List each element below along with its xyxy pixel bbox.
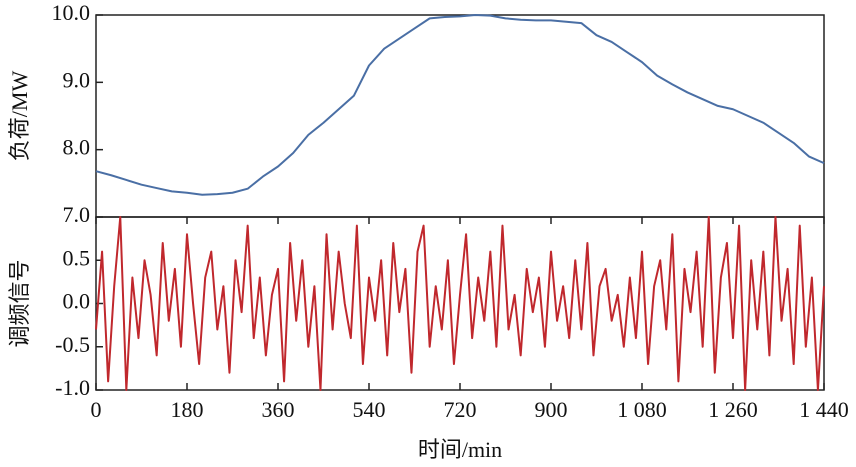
- y-axis-label: 负荷/MW: [7, 71, 32, 162]
- data-line: [95, 14, 825, 196]
- y-axis-label: 调频信号: [7, 259, 32, 347]
- data-line: [95, 216, 825, 391]
- y-tick-label: 0.0: [63, 289, 91, 314]
- x-tick-label: 1 080: [617, 397, 667, 422]
- x-tick-label: 1 440: [799, 397, 849, 422]
- y-tick-label: -0.5: [55, 332, 90, 357]
- plot-frame: [95, 14, 825, 218]
- x-tick-label: 360: [262, 397, 295, 422]
- y-tick-label: 8.0: [63, 135, 91, 160]
- x-tick-label: 180: [171, 397, 204, 422]
- y-tick-label: 10.0: [52, 0, 91, 25]
- y-tick-label: 9.0: [63, 67, 91, 92]
- y-tick-label: 0.5: [63, 245, 91, 270]
- y-tick-label: 7.0: [63, 202, 91, 227]
- x-tick-label: 0: [91, 397, 102, 422]
- x-tick-label: 900: [535, 397, 568, 422]
- x-tick-label: 540: [353, 397, 386, 422]
- x-tick-label: 1 260: [708, 397, 758, 422]
- x-tick-label: 720: [444, 397, 477, 422]
- y-tick-label: -1.0: [55, 375, 90, 400]
- x-axis-label: 时间/min: [418, 437, 502, 462]
